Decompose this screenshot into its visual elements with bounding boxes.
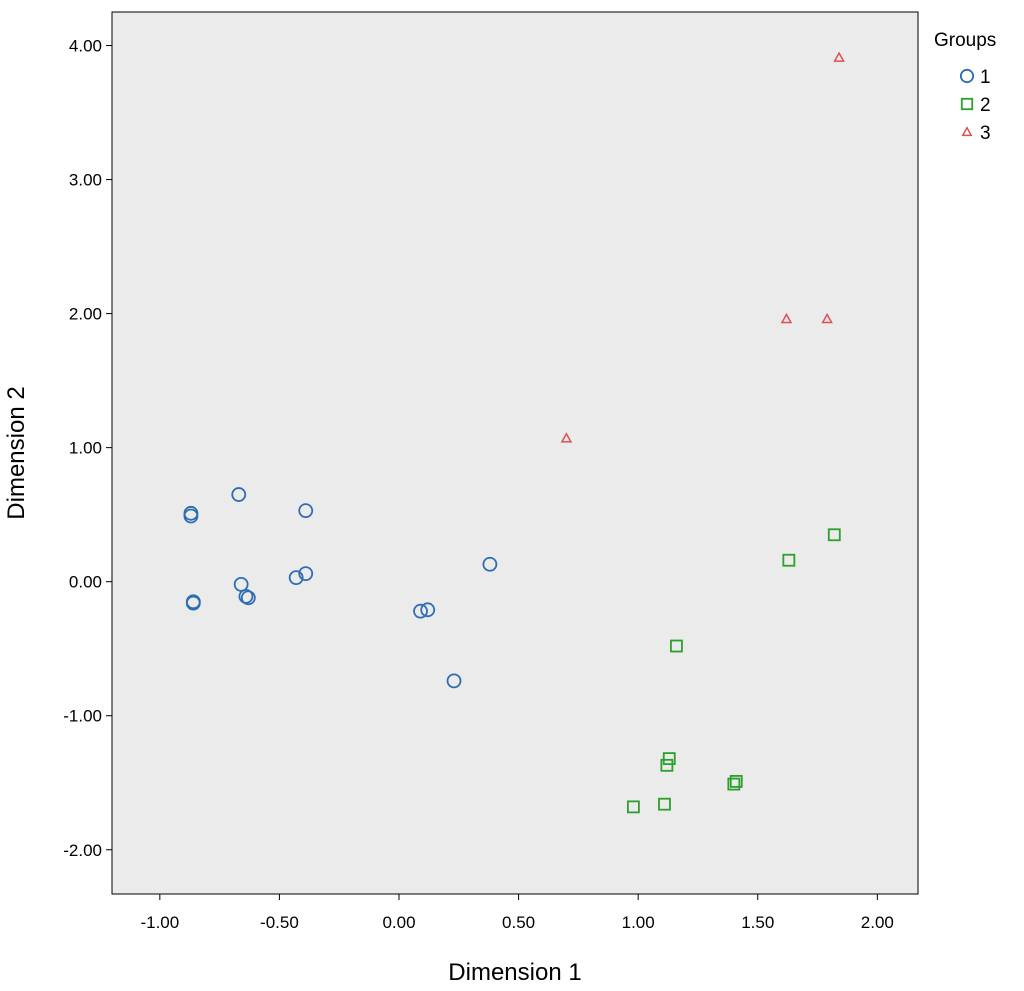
data-point-group-2 <box>782 553 796 567</box>
plot-area <box>111 11 919 895</box>
data-point-group-1 <box>413 603 428 619</box>
data-point-group-2 <box>626 800 640 814</box>
legend-title: Groups <box>934 30 996 51</box>
data-point-group-2 <box>729 775 743 788</box>
data-point-group-2 <box>662 752 676 766</box>
x-tick-label: 0.00 <box>382 913 415 932</box>
x-tick-label: -1.00 <box>140 913 179 932</box>
data-point-group-2 <box>660 758 674 772</box>
data-point-group-3 <box>560 432 573 443</box>
x-tick-label: 0.50 <box>502 913 535 932</box>
x-axis-ticks: -1.00 -0.50 0.00 0.50 1.00 1.50 2.00 <box>140 894 894 932</box>
legend-marker-group-3 <box>961 126 973 137</box>
legend-label-group-1: 1 <box>980 67 991 88</box>
y-tick-label: 4.00 <box>69 37 102 56</box>
data-point-group-1 <box>183 508 199 524</box>
y-tick-label: -1.00 <box>63 707 102 726</box>
data-point-group-1 <box>298 566 314 582</box>
data-points <box>183 51 845 814</box>
y-tick-label: 1.00 <box>69 439 102 458</box>
legend-marker-group-1 <box>959 68 975 84</box>
y-tick-label: -2.00 <box>63 841 102 860</box>
data-point-group-3 <box>821 312 833 324</box>
legend-label-group-2: 2 <box>980 95 991 116</box>
y-tick-label: 2.00 <box>69 305 102 324</box>
y-axis-ticks: 4.00 3.00 2.00 1.00 0.00 -1.00 -2.00 <box>63 37 112 860</box>
x-axis-title: Dimension 1 <box>448 959 581 986</box>
x-tick-label: 2.00 <box>861 913 894 932</box>
data-point-group-3 <box>780 312 793 324</box>
legend-label-group-3: 3 <box>980 123 991 144</box>
x-tick-label: 1.00 <box>622 913 655 932</box>
data-point-group-1 <box>288 570 304 586</box>
data-point-group-1 <box>420 602 436 618</box>
x-tick-label: 1.50 <box>741 913 774 932</box>
data-point-group-1 <box>446 673 462 689</box>
y-tick-label: 3.00 <box>69 171 102 190</box>
x-tick-label: -0.50 <box>260 913 299 932</box>
data-point-group-2 <box>727 777 741 791</box>
data-point-group-2 <box>827 528 841 542</box>
legend-items: 1 2 3 <box>959 67 991 144</box>
data-point-group-1 <box>231 487 247 502</box>
data-point-group-1 <box>240 590 256 606</box>
legend: Groups 1 2 3 <box>934 30 996 144</box>
y-tick-label: 0.00 <box>69 573 102 592</box>
data-point-group-2 <box>658 797 671 811</box>
data-point-group-3 <box>833 51 845 62</box>
legend-marker-group-2 <box>960 97 974 111</box>
data-point-group-2 <box>670 639 683 653</box>
data-point-group-1 <box>482 556 498 572</box>
y-axis-title: Dimension 2 <box>3 386 30 519</box>
data-point-group-1 <box>298 503 314 519</box>
data-point-group-1 <box>185 595 201 611</box>
